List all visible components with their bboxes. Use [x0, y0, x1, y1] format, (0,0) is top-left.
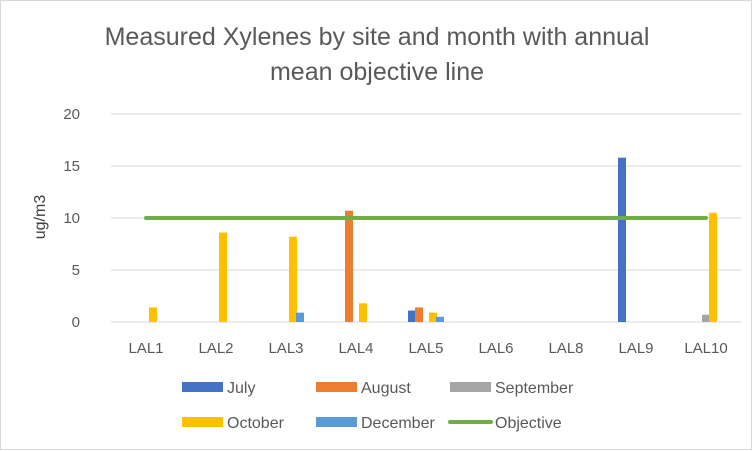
legend-item-september: September [450, 380, 574, 397]
bars [149, 157, 717, 322]
legend-item-objective: Objective [448, 415, 562, 432]
x-axis-tick-labels: LAL1 LAL2 LAL3 LAL4 LAL5 LAL6 LAL8 LAL9 LAL10 [128, 340, 727, 357]
legend-swatch-december [316, 417, 357, 427]
bar-august-lal5 [415, 307, 423, 322]
y-tick-label: 10 [63, 210, 80, 227]
bar-december-lal3 [296, 312, 304, 322]
legend-label-september: September [495, 380, 574, 397]
bar-july-lal9 [618, 157, 626, 322]
bar-december-lal5 [436, 316, 444, 322]
legend-swatch-october [182, 417, 223, 427]
chart-title-line-2: mean objective line [270, 58, 484, 86]
bar-july-lal5 [408, 310, 416, 322]
bar-october-lal10 [709, 212, 717, 322]
bar-october-lal4 [359, 303, 367, 322]
bar-august-lal4 [345, 210, 353, 322]
legend-label-october: October [227, 415, 285, 432]
x-tick-label-lal5: LAL5 [408, 340, 443, 357]
y-axis-title: ug/m3 [32, 195, 49, 240]
x-tick-label-lal3: LAL3 [268, 340, 303, 357]
bar-october-lal3 [289, 236, 297, 322]
legend-label-december: December [361, 415, 435, 432]
x-tick-label-lal9: LAL9 [618, 340, 653, 357]
x-tick-label-lal4: LAL4 [338, 340, 373, 357]
x-tick-label-lal10: LAL10 [684, 340, 727, 357]
y-tick-label: 0 [72, 314, 80, 331]
bar-september-lal10 [702, 314, 710, 322]
legend-swatch-september [450, 382, 491, 392]
chart-title: Measured Xylenes by site and month with … [105, 23, 650, 86]
x-tick-label-lal2: LAL2 [198, 340, 233, 357]
legend-label-objective: Objective [495, 415, 562, 432]
legend-label-august: August [361, 380, 411, 397]
legend-item-july: July [182, 380, 255, 397]
legend-item-december: December [316, 415, 435, 432]
legend: July August September October December Object… [182, 380, 574, 432]
y-tick-label: 15 [63, 158, 80, 175]
legend-item-october: October [182, 415, 285, 432]
bar-october-lal1 [149, 307, 157, 322]
legend-item-august: August [316, 380, 411, 397]
legend-swatch-august [316, 382, 357, 392]
bar-october-lal5 [429, 312, 437, 322]
chart-title-line-1: Measured Xylenes by site and month with … [105, 23, 650, 51]
y-axis-tick-labels: 0 5 10 15 20 [63, 106, 80, 331]
x-tick-label-lal6: LAL6 [478, 340, 513, 357]
x-tick-label-lal1: LAL1 [128, 340, 163, 357]
y-tick-label: 20 [63, 106, 80, 123]
y-tick-label: 5 [72, 262, 80, 279]
legend-label-july: July [227, 380, 255, 397]
x-tick-label-lal8: LAL8 [548, 340, 583, 357]
legend-swatch-july [182, 382, 223, 392]
bar-october-lal2 [219, 232, 227, 322]
